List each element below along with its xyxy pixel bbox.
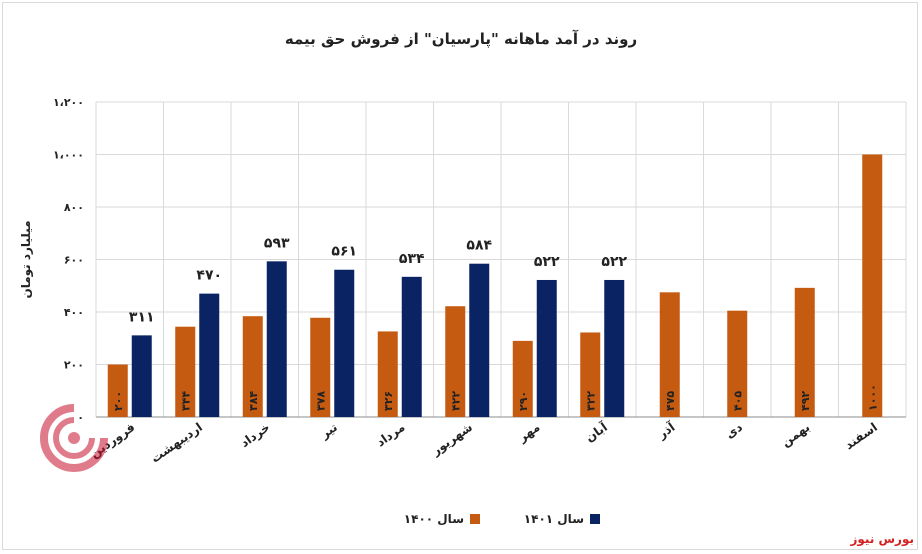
legend-swatch (590, 514, 600, 524)
x-category-label: بهمن (779, 420, 813, 449)
bar-1400 (445, 306, 466, 417)
bar-1401 (131, 335, 152, 417)
bar-label-1400: ۴۲۲ (449, 391, 462, 411)
bar-label-1401: ۵۸۴ (466, 238, 492, 254)
y-tick-label: ۴۰۰ (64, 306, 84, 319)
bar-1400 (107, 364, 128, 417)
bar-1401 (604, 279, 625, 417)
bar-label-1400: ۳۴۴ (179, 391, 192, 411)
bar-1401 (536, 279, 557, 417)
bar-label-1400: ۳۲۲ (584, 391, 597, 411)
y-tick-label: ۸۰۰ (64, 201, 84, 214)
x-category-label: آذر (654, 419, 678, 442)
bar-1400 (512, 340, 533, 417)
bar-label-1401: ۳۱۱ (129, 309, 155, 325)
legend-swatch (470, 514, 480, 524)
y-axis-title: میلیارد تومان (19, 220, 34, 298)
bar-1400 (862, 154, 883, 417)
x-category-label: خرداد (238, 420, 273, 450)
bar-label-1400: ۴۷۵ (664, 391, 677, 411)
bar-1400 (727, 310, 748, 417)
bar-1400 (310, 317, 331, 417)
bar-label-1400: ۱۰۰۰ (866, 384, 879, 411)
x-category-label: مرداد (374, 420, 408, 449)
x-category-label: اسفند (842, 420, 880, 452)
bar-label-1400: ۴۹۲ (799, 391, 812, 411)
bar-label-1401: ۵۶۱ (331, 244, 357, 260)
bar-1400 (580, 332, 601, 417)
bar-label-1400: ۳۷۸ (314, 391, 327, 411)
bar-label-1400: ۲۰۰ (112, 391, 125, 411)
y-tick-label: ۱،۰۰۰ (53, 149, 84, 162)
x-category-label: شهریور (428, 420, 475, 459)
bar-1401 (334, 269, 355, 417)
bar-1401 (401, 276, 422, 417)
bar-label-1400: ۳۲۶ (382, 391, 395, 411)
x-category-label: دی (723, 420, 745, 441)
y-tick-label: ۰ (77, 411, 84, 424)
x-category-label: تیر (317, 420, 340, 442)
bar-label-1401: ۵۹۳ (264, 235, 290, 251)
legend-label: سال ۱۴۰۱ (524, 512, 584, 526)
y-tick-label: ۱،۲۰۰ (53, 96, 84, 109)
x-category-label: آبان (582, 419, 610, 445)
bar-label-1401: ۵۳۴ (399, 251, 425, 267)
bar-label-1400: ۳۸۴ (247, 391, 260, 411)
source-label: بورس نیوز (850, 532, 914, 546)
bar-1401 (469, 263, 490, 417)
chart-title: روند در آمد ماهانه "پارسیان" از فروش حق … (284, 30, 638, 48)
bar-1400 (377, 331, 398, 417)
bourse-news-logo-watermark (40, 404, 108, 472)
bar-1400 (659, 292, 680, 417)
bar-1400 (242, 316, 263, 417)
bar-label-1401: ۴۷۰ (196, 268, 222, 284)
x-category-label: اردیبهشت (148, 420, 205, 466)
bar-1400 (175, 326, 196, 417)
bar-1401 (199, 293, 220, 417)
legend-label: سال ۱۴۰۰ (404, 512, 464, 526)
bar-label-1401: ۵۲۲ (601, 254, 627, 270)
y-tick-label: ۶۰۰ (64, 254, 84, 267)
bar-label-1401: ۵۲۲ (534, 254, 560, 270)
bar-label-1400: ۴۰۵ (731, 391, 744, 411)
bar-1400 (794, 287, 815, 417)
bar-1401 (266, 261, 287, 417)
bar-label-1400: ۲۹۰ (517, 391, 530, 411)
x-category-label: مهر (515, 420, 543, 445)
y-tick-label: ۲۰۰ (64, 359, 84, 372)
